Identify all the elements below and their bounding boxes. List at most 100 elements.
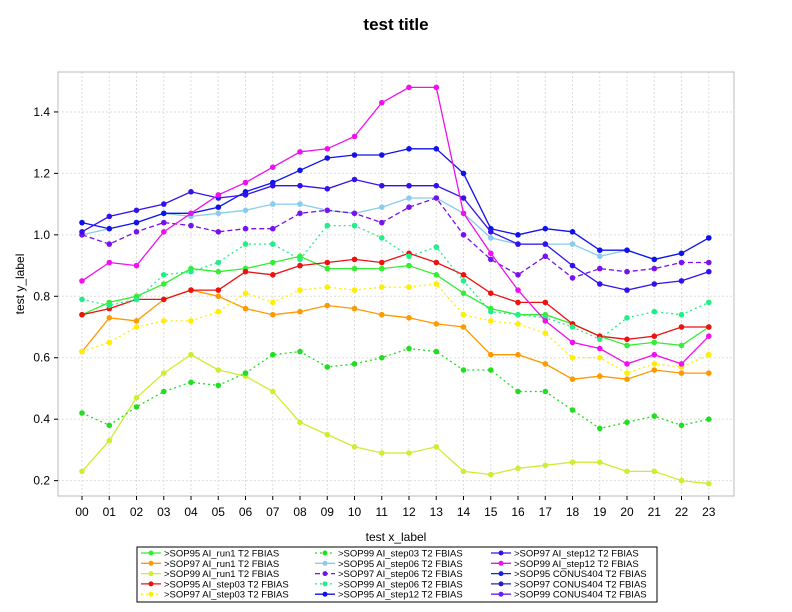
legend-label: >SOP95 AI_step06 T2 FBIAS bbox=[338, 559, 463, 570]
data-point bbox=[678, 250, 685, 257]
series-12 bbox=[79, 84, 712, 367]
data-point bbox=[133, 207, 140, 214]
data-point bbox=[569, 241, 576, 247]
data-point bbox=[270, 225, 276, 232]
data-point bbox=[515, 311, 521, 318]
series-8 bbox=[79, 195, 712, 281]
data-point bbox=[542, 388, 549, 395]
data-point bbox=[188, 189, 194, 195]
data-point bbox=[433, 84, 440, 91]
data-point bbox=[133, 318, 140, 324]
series-line bbox=[81, 197, 709, 279]
y-tick-label: 0.8 bbox=[33, 289, 50, 303]
data-point bbox=[678, 477, 685, 484]
x-tick-label: 15 bbox=[484, 505, 498, 519]
data-point bbox=[270, 299, 276, 306]
data-point bbox=[624, 370, 630, 376]
data-point bbox=[460, 272, 467, 278]
data-point bbox=[406, 315, 412, 321]
data-point bbox=[515, 232, 521, 238]
x-axis-label: test x_label bbox=[366, 530, 427, 544]
data-point bbox=[433, 182, 440, 189]
data-point bbox=[351, 176, 358, 183]
data-point bbox=[678, 324, 685, 330]
data-point bbox=[351, 305, 358, 312]
data-point bbox=[542, 299, 549, 306]
legend-marker bbox=[498, 550, 504, 556]
data-point bbox=[515, 321, 521, 327]
data-point bbox=[433, 281, 440, 287]
x-tick-label: 10 bbox=[348, 505, 362, 519]
data-point bbox=[569, 339, 576, 346]
data-point bbox=[133, 296, 140, 303]
data-point bbox=[597, 459, 603, 466]
data-point bbox=[106, 241, 113, 247]
x-tick-label: 07 bbox=[266, 505, 280, 519]
legend-marker bbox=[322, 581, 328, 587]
x-tick-label: 19 bbox=[593, 505, 607, 519]
x-tick-label: 06 bbox=[239, 505, 253, 519]
data-point bbox=[188, 268, 194, 275]
data-point bbox=[651, 308, 658, 315]
data-point bbox=[406, 146, 412, 152]
data-point bbox=[433, 259, 440, 266]
legend-marker bbox=[148, 550, 154, 556]
data-point bbox=[488, 256, 494, 263]
data-point bbox=[515, 388, 521, 395]
series-6 bbox=[79, 345, 712, 432]
data-point bbox=[351, 152, 358, 158]
data-point bbox=[433, 444, 440, 450]
data-point bbox=[215, 308, 222, 315]
y-axis-label: test y_label bbox=[13, 254, 27, 315]
legend-label: >SOP95 CONUS404 T2 FBIAS bbox=[514, 569, 647, 580]
data-point bbox=[488, 318, 494, 324]
legend-item: >SOP99 AI_step03 T2 FBIAS bbox=[315, 549, 463, 560]
data-point bbox=[542, 225, 549, 232]
series-3 bbox=[79, 351, 712, 487]
data-point bbox=[297, 308, 303, 315]
data-point bbox=[706, 370, 712, 376]
legend-marker bbox=[148, 571, 154, 577]
y-tick-label: 0.2 bbox=[33, 474, 50, 488]
legend-marker bbox=[498, 591, 504, 597]
data-point bbox=[651, 339, 658, 346]
legend-box bbox=[136, 546, 658, 603]
legend-label: >SOP97 AI_step12 T2 FBIAS bbox=[514, 549, 639, 560]
data-point bbox=[433, 348, 440, 355]
data-point bbox=[678, 361, 685, 367]
data-point bbox=[569, 262, 576, 269]
data-point bbox=[406, 284, 412, 290]
data-point bbox=[460, 290, 467, 297]
chart-title: test title bbox=[363, 15, 428, 34]
legend-item: >SOP95 AI_run1 T2 FBIAS bbox=[141, 549, 279, 560]
data-point bbox=[351, 210, 358, 217]
plot-frame bbox=[57, 71, 735, 497]
data-point bbox=[351, 265, 358, 272]
x-tick-label: 09 bbox=[321, 505, 335, 519]
data-point bbox=[106, 339, 113, 346]
data-point bbox=[379, 354, 385, 361]
data-point bbox=[624, 268, 630, 275]
data-point bbox=[406, 253, 412, 260]
data-point bbox=[215, 382, 222, 389]
data-point bbox=[161, 318, 167, 324]
x-tick-label: 01 bbox=[103, 505, 117, 519]
data-point bbox=[569, 459, 576, 466]
data-point bbox=[161, 219, 167, 226]
data-point bbox=[515, 272, 521, 278]
data-point bbox=[624, 361, 630, 367]
data-point bbox=[651, 367, 658, 373]
data-point bbox=[324, 146, 331, 152]
series-line bbox=[81, 252, 709, 340]
data-point bbox=[188, 318, 194, 324]
data-point bbox=[188, 287, 194, 293]
data-point bbox=[406, 182, 412, 189]
data-point bbox=[460, 468, 467, 475]
series-line bbox=[81, 347, 709, 430]
x-tick-label: 22 bbox=[675, 505, 689, 519]
y-tick-label: 1.2 bbox=[33, 166, 50, 180]
data-point bbox=[270, 311, 276, 318]
data-point bbox=[324, 302, 331, 309]
data-point bbox=[79, 278, 85, 284]
data-point bbox=[406, 345, 412, 352]
